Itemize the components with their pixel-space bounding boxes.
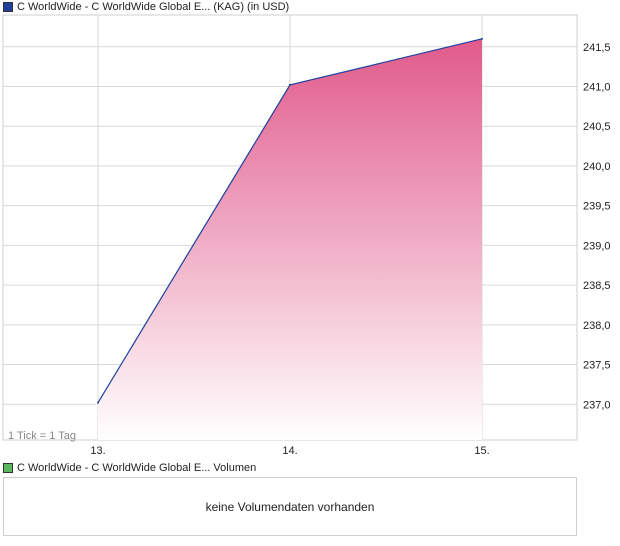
volume-legend-label: C WorldWide - C WorldWide Global E... Vo…: [17, 462, 257, 474]
y-tick-label: 240,5: [583, 121, 611, 133]
y-tick-label: 238,0: [583, 320, 611, 332]
volume-legend-swatch: [3, 463, 13, 473]
price-chart: 237,0 237,5 238,0 238,5 239,0 239,5 240,0 240,5…: [2, 14, 611, 457]
x-tick-label: 15.: [474, 445, 489, 457]
volume-legend: C WorldWide - C WorldWide Global E... Vo…: [3, 461, 256, 475]
price-legend: C WorldWide - C WorldWide Global E... (K…: [3, 0, 289, 14]
data-point: [97, 401, 99, 404]
y-tick-label: 241,5: [583, 42, 611, 54]
data-point: [481, 37, 483, 40]
volume-empty-message: keine Volumendaten vorhanden: [205, 499, 375, 514]
series-area: [98, 38, 482, 440]
y-tick-label: 240,0: [583, 161, 611, 173]
volume-panel: keine Volumendaten vorhanden: [3, 477, 577, 536]
y-tick-label: 239,5: [583, 201, 611, 213]
y-tick-label: 241,0: [583, 81, 611, 93]
y-tick-label: 237,5: [583, 360, 611, 372]
data-point: [289, 83, 291, 86]
tick-note: 1 Tick = 1 Tag: [8, 430, 76, 442]
y-tick-label: 238,5: [583, 280, 611, 292]
x-tick-label: 13.: [90, 445, 105, 457]
price-legend-label: C WorldWide - C WorldWide Global E... (K…: [17, 1, 290, 13]
y-tick-label: 239,0: [583, 240, 611, 252]
x-tick-label: 14.: [282, 445, 297, 457]
price-legend-swatch: [3, 2, 13, 12]
y-tick-label: 237,0: [583, 399, 611, 411]
